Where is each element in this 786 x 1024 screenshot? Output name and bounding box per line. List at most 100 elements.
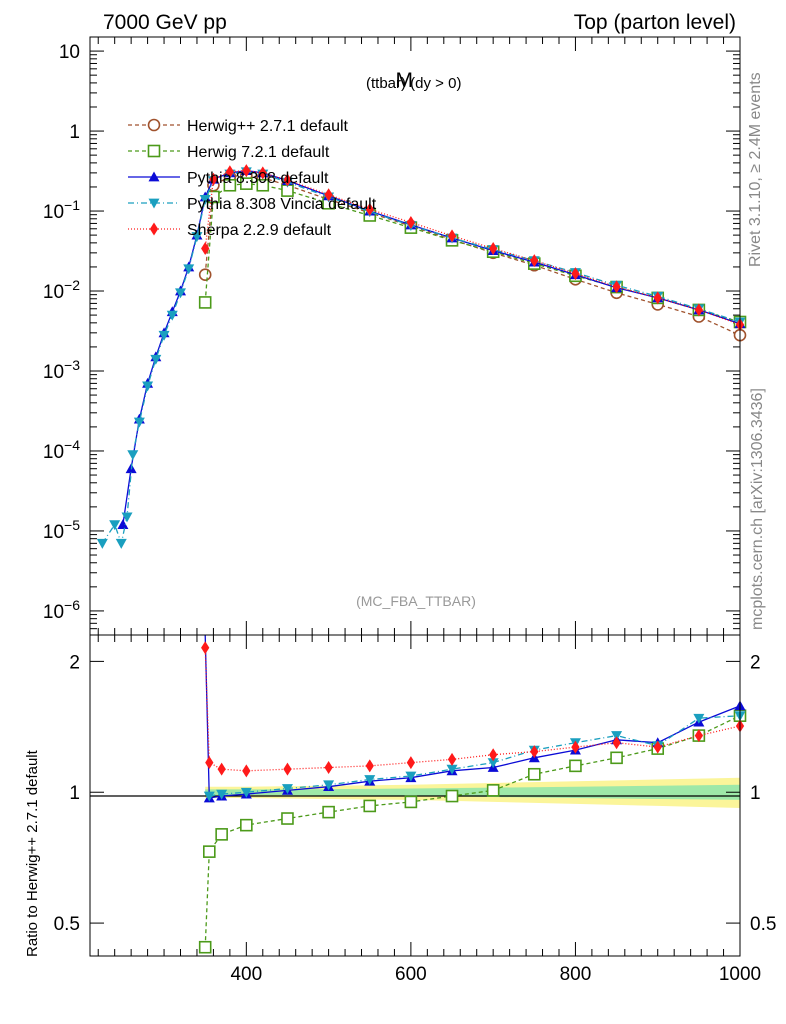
ratio-panel: 0.5 0.5 1 1 2 2 400 600 800 1000 Ratio to Herwig+…: [24, 634, 776, 985]
ratio-data-point: [240, 818, 253, 832]
legend-entry: Pythia 8.308 Vincia default: [128, 196, 377, 213]
main-y-tick-label: 10−1: [43, 197, 80, 223]
legend-label: Herwig 7.2.1 default: [187, 144, 330, 161]
ratio-y-tick-label-left: 0.5: [54, 914, 80, 935]
ratio-data-point: [693, 713, 705, 724]
legend-label: Sherpa 2.2.9 default: [187, 222, 332, 239]
ratio-data-point: [404, 795, 418, 809]
legend-label: Herwig++ 2.7.1 default: [187, 118, 349, 135]
ratio-series-0: [198, 709, 747, 954]
main-y-tick-label: 10−6: [43, 597, 80, 623]
data-point: [117, 519, 129, 530]
legend: Herwig++ 2.7.1 default Herwig 7.2.1 defau…: [128, 118, 377, 239]
data-point: [209, 172, 218, 186]
ratio-data-point: [201, 641, 210, 655]
data-point: [489, 242, 498, 256]
ratio-y-tick-label-right: 0.5: [750, 914, 776, 935]
ratio-x-tick-label: 1000: [719, 964, 761, 985]
ratio-data-point: [323, 780, 335, 791]
main-y-tick-label: 1: [69, 122, 80, 143]
ratio-data-point: [569, 759, 582, 773]
data-point: [447, 229, 457, 243]
data-point: [109, 520, 121, 531]
ratio-y-tick-label-left: 1: [69, 783, 80, 804]
ratio-y-tick-label-right: 1: [750, 783, 761, 804]
ratio-y-tick-label-left: 2: [69, 652, 80, 673]
ratio-series-1: [203, 634, 746, 803]
ratio-data-point: [217, 762, 226, 776]
legend-label: Pythia 8.308 default: [187, 170, 329, 187]
ratio-axis-ticks: 0.5 0.5 1 1 2 2 400 600 800 1000: [54, 635, 776, 985]
legend-entry: Pythia 8.308 default: [128, 170, 329, 187]
data-point: [175, 288, 187, 299]
data-point: [365, 202, 374, 216]
data-point: [258, 166, 267, 180]
left-title: 7000 GeV pp: [103, 11, 227, 34]
legend-marker: [147, 118, 161, 132]
ratio-data-point: [611, 731, 623, 742]
source-label: mcplots.cern.ch [arXiv:1306.3436]: [749, 388, 766, 630]
data-point: [240, 177, 253, 190]
ratio-y-tick-label-right: 2: [750, 652, 761, 673]
ratio-data-point: [694, 729, 703, 743]
ratio-data-point: [610, 751, 623, 765]
data-point: [223, 178, 237, 192]
legend-entry: Herwig++ 2.7.1 default: [128, 118, 349, 135]
data-point: [324, 188, 333, 202]
ratio-data-point: [242, 764, 251, 778]
ratio-series-line: [204, 647, 741, 772]
ratio-data-point: [203, 845, 216, 858]
ratio-data-point: [281, 812, 294, 825]
main-series-layer: [96, 164, 747, 549]
data-point: [571, 267, 580, 281]
ratio-data-point: [530, 745, 539, 759]
ratio-frame: [89, 634, 741, 957]
data-point: [191, 232, 203, 243]
ratio-data-point: [487, 758, 499, 769]
rivet-label: Rivet 3.1.10, ≥ 2.4M events: [747, 72, 764, 267]
data-point: [612, 280, 621, 294]
data-point: [142, 381, 154, 392]
data-point: [121, 512, 133, 523]
main-title-symbol: M: [396, 69, 414, 92]
data-point: [166, 310, 178, 321]
ratio-series-line: [204, 634, 741, 799]
data-point: [198, 268, 212, 281]
ratio-data-point: [283, 762, 292, 776]
ratio-data-point: [489, 748, 498, 762]
ratio-x-tick-label: 400: [230, 964, 262, 985]
ratio-data-point: [447, 752, 457, 766]
main-y-tick-label: 10−5: [43, 517, 80, 543]
ratio-data-point: [205, 756, 214, 770]
analysis-tag: (MC_FBA_TTBAR): [356, 593, 476, 609]
ratio-data-point: [215, 828, 228, 841]
main-y-tick-label: 10: [59, 42, 80, 63]
ratio-data-point: [571, 740, 580, 754]
main-y-tick-label: 10−3: [43, 357, 80, 383]
ratio-x-tick-label: 800: [560, 964, 592, 985]
data-point: [256, 178, 270, 192]
ratio-data-point: [406, 756, 416, 770]
right-title: Top (parton level): [574, 11, 736, 34]
ratio-data-point: [203, 791, 215, 802]
data-point: [96, 538, 108, 549]
data-point: [694, 303, 703, 317]
legend-entry: Sherpa 2.2.9 default: [128, 222, 332, 239]
data-point: [183, 264, 195, 275]
ratio-data-point: [365, 759, 374, 773]
data-point: [283, 173, 292, 187]
data-point: [199, 194, 211, 205]
data-point: [653, 291, 662, 305]
ratio-data-point: [240, 787, 252, 798]
data-point: [242, 164, 251, 178]
data-point: [127, 450, 139, 461]
ratio-data-point: [612, 736, 621, 750]
main-title-subscript: (ttbar) (dy > 0): [366, 75, 461, 92]
legend-marker: [148, 171, 160, 182]
ratio-series-line: [204, 715, 741, 948]
data-point: [150, 354, 162, 365]
series-line: [101, 171, 741, 546]
ratio-series-layer: [198, 634, 747, 954]
main-y-tick-label: 10−4: [43, 437, 80, 463]
